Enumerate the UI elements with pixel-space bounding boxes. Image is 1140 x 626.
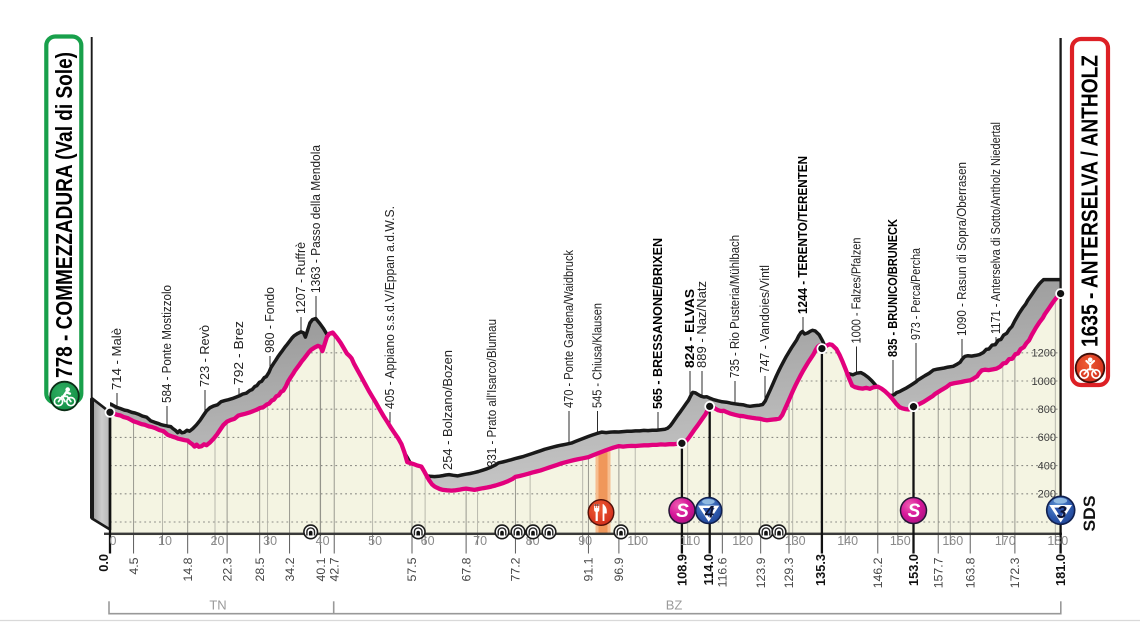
svg-text:160: 160 <box>942 534 963 548</box>
svg-text:545 - Chiusa/Klausen: 545 - Chiusa/Klausen <box>590 303 605 408</box>
svg-text:200: 200 <box>1038 489 1056 501</box>
svg-text:120: 120 <box>732 534 753 548</box>
svg-text:150: 150 <box>890 534 911 548</box>
svg-text:735 - Rio Pusteria/Mühlbach: 735 - Rio Pusteria/Mühlbach <box>727 235 742 378</box>
svg-text:723 - Revò: 723 - Revò <box>197 325 212 387</box>
svg-text:60: 60 <box>421 534 435 548</box>
svg-text:600: 600 <box>1038 432 1056 444</box>
svg-text:22.3: 22.3 <box>220 557 234 581</box>
svg-text:42.7: 42.7 <box>327 557 341 581</box>
svg-text:181.0: 181.0 <box>1053 554 1068 586</box>
svg-text:824 - ELVAS: 824 - ELVAS <box>682 289 697 368</box>
svg-text:34.2: 34.2 <box>283 557 297 581</box>
svg-text:565 - BRESSANONE/BRIXEN: 565 - BRESSANONE/BRIXEN <box>650 238 665 409</box>
svg-text:400: 400 <box>1038 460 1056 472</box>
svg-text:1207 - Ruffrè: 1207 - Ruffrè <box>293 242 308 314</box>
svg-text:792 - Brez: 792 - Brez <box>231 321 246 385</box>
svg-text:40: 40 <box>316 534 330 548</box>
svg-text:4: 4 <box>704 504 714 522</box>
svg-text:50: 50 <box>368 534 382 548</box>
svg-text:SDS: SDS <box>1081 496 1099 532</box>
svg-text:10: 10 <box>158 534 172 548</box>
svg-text:77.2: 77.2 <box>509 557 523 581</box>
svg-text:30: 30 <box>263 534 277 548</box>
svg-text:123.9: 123.9 <box>754 557 768 588</box>
svg-text:153.0: 153.0 <box>906 554 921 586</box>
svg-text:1000: 1000 <box>1032 376 1056 388</box>
svg-text:714 - Malè: 714 - Malè <box>109 328 124 390</box>
svg-text:973 - Perca/Percha: 973 - Perca/Percha <box>908 247 923 340</box>
svg-text:0.0: 0.0 <box>96 554 111 572</box>
svg-text:1000 - Falzes/Pfalzen: 1000 - Falzes/Pfalzen <box>849 238 864 344</box>
svg-text:331 - Prato all'Isarco/Blumau: 331 - Prato all'Isarco/Blumau <box>484 319 499 467</box>
svg-text:157.7: 157.7 <box>931 557 945 588</box>
svg-text:1171 - Anterselva di Sotto/Ant: 1171 - Anterselva di Sotto/Antholz Niede… <box>988 122 1003 334</box>
svg-text:163.8: 163.8 <box>963 557 977 588</box>
svg-text:0: 0 <box>110 534 117 548</box>
svg-text:800: 800 <box>1038 404 1056 416</box>
svg-text:135.3: 135.3 <box>813 554 828 586</box>
svg-text:1244 - TERENTO/TERENTEN: 1244 - TERENTO/TERENTEN <box>795 156 810 314</box>
svg-text:114.0: 114.0 <box>701 554 716 585</box>
svg-text:4.5: 4.5 <box>127 557 141 574</box>
svg-text:146.2: 146.2 <box>871 557 885 588</box>
svg-text:835 - BRUNICO/BRUNECK: 835 - BRUNICO/BRUNECK <box>885 218 900 357</box>
svg-text:470 - Ponte Gardena/Waidbruck: 470 - Ponte Gardena/Waidbruck <box>561 249 576 408</box>
svg-text:100: 100 <box>627 534 648 548</box>
svg-text:40.1: 40.1 <box>314 557 328 581</box>
svg-text:130: 130 <box>785 534 806 548</box>
svg-text:1200: 1200 <box>1032 348 1056 360</box>
svg-text:584 - Ponte Mostizzolo: 584 - Ponte Mostizzolo <box>159 285 174 403</box>
svg-text:116.6: 116.6 <box>716 557 730 587</box>
svg-text:67.8: 67.8 <box>459 557 473 581</box>
svg-text:S: S <box>908 501 921 522</box>
svg-text:70: 70 <box>473 534 487 548</box>
svg-text:3: 3 <box>1057 502 1067 522</box>
svg-text:1363 - Passo della Mendola: 1363 - Passo della Mendola <box>308 144 323 293</box>
svg-text:28.5: 28.5 <box>253 557 267 581</box>
svg-text:254 - Bolzano/Bozen: 254 - Bolzano/Bozen <box>440 350 455 470</box>
svg-text:172.3: 172.3 <box>1008 557 1022 588</box>
svg-text:96.9: 96.9 <box>612 557 626 581</box>
svg-text:747 - Vandoies/Vintl: 747 - Vandoies/Vintl <box>757 265 772 373</box>
svg-text:110: 110 <box>680 534 700 548</box>
svg-text:980 - Fondo: 980 - Fondo <box>262 287 277 353</box>
svg-text:405 - Appiano s.s.d.V/Eppan a.: 405 - Appiano s.s.d.V/Eppan a.d.W.S. <box>382 206 397 409</box>
svg-text:TN: TN <box>209 598 226 613</box>
svg-text:129.3: 129.3 <box>782 557 796 588</box>
svg-text:14.8: 14.8 <box>181 557 195 581</box>
svg-text:20: 20 <box>211 534 225 548</box>
svg-text:90: 90 <box>578 534 592 548</box>
svg-text:889 - Naz/Natz: 889 - Naz/Natz <box>694 281 709 368</box>
svg-text:BZ: BZ <box>666 598 683 613</box>
svg-text:108.9: 108.9 <box>674 554 689 586</box>
svg-text:1090 - Rasun di Sopra/Oberrase: 1090 - Rasun di Sopra/Oberrasen <box>954 162 969 336</box>
svg-text:170: 170 <box>995 534 1016 548</box>
svg-text:57.5: 57.5 <box>405 557 419 581</box>
svg-text:S: S <box>676 501 689 522</box>
svg-text:180: 180 <box>1047 534 1068 548</box>
svg-text:1635 - ANTERSELVA / ANTHOLZ: 1635 - ANTERSELVA / ANTHOLZ <box>1077 55 1103 347</box>
svg-text:91.1: 91.1 <box>582 557 596 581</box>
svg-text:140: 140 <box>837 534 858 548</box>
svg-text:778 - COMMEZZADURA (Val di Sol: 778 - COMMEZZADURA (Val di Sole) <box>51 52 77 378</box>
